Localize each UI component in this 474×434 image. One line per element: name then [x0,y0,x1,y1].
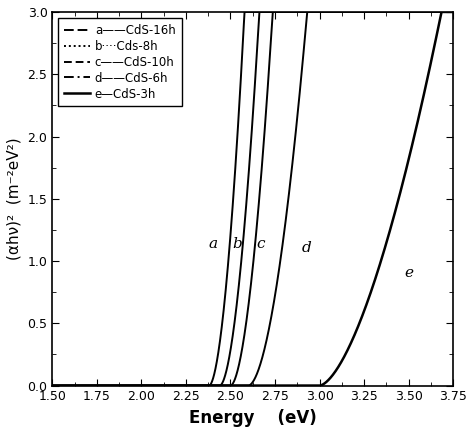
a——CdS-16h [120,383,126,388]
c——CdS-10h [49,383,55,388]
c——CdS-10h [120,383,126,388]
a——CdS-16h [49,383,55,388]
b····Cds-8h [49,383,55,388]
c——CdS-10h [224,383,230,388]
a——CdS-16h [242,10,247,15]
e—CdS-3h [459,10,465,15]
d——CdS-6h [49,383,55,388]
b····Cds-8h [451,10,457,15]
Line: e—CdS-3h: e—CdS-3h [52,12,462,386]
b····Cds-8h [459,10,465,15]
Text: e: e [404,266,413,280]
Text: c: c [256,237,265,251]
c——CdS-10h [96,383,102,388]
c——CdS-10h [459,10,465,15]
b····Cds-8h [224,365,230,370]
Line: a——CdS-16h: a——CdS-16h [52,12,462,386]
Text: d: d [302,241,312,255]
Text: a: a [208,237,217,251]
d——CdS-6h [407,10,413,15]
Legend: a——CdS-16h, b····Cds-8h, c——CdS-10h, d——CdS-6h, e—CdS-3h: a——CdS-16h, b····Cds-8h, c——CdS-10h, d——… [58,18,182,106]
b····Cds-8h [407,10,413,15]
a——CdS-16h [207,383,212,388]
c——CdS-10h [451,10,457,15]
b····Cds-8h [120,383,126,388]
Line: c——CdS-10h: c——CdS-10h [52,12,462,386]
b····Cds-8h [207,383,212,388]
c——CdS-10h [207,383,212,388]
d——CdS-6h [120,383,126,388]
X-axis label: Energy    (eV): Energy (eV) [189,409,317,427]
d——CdS-6h [224,383,230,388]
b····Cds-8h [256,10,262,15]
Line: b····Cds-8h: b····Cds-8h [52,12,462,386]
Text: b: b [233,237,243,251]
b····Cds-8h [96,383,102,388]
d——CdS-6h [459,10,465,15]
c——CdS-10h [407,10,413,15]
Line: d——CdS-6h: d——CdS-6h [52,12,462,386]
e—CdS-3h [407,152,413,157]
a——CdS-16h [96,383,102,388]
e—CdS-3h [439,10,445,15]
e—CdS-3h [96,383,102,388]
e—CdS-3h [49,383,55,388]
c——CdS-10h [270,10,276,15]
e—CdS-3h [451,10,457,15]
e—CdS-3h [224,383,230,388]
a——CdS-16h [224,271,230,276]
a——CdS-16h [407,10,413,15]
d——CdS-6h [304,10,310,15]
a——CdS-16h [459,10,465,15]
d——CdS-6h [96,383,102,388]
d——CdS-6h [451,10,457,15]
Y-axis label: (αhν)²  (m⁻²eV²): (αhν)² (m⁻²eV²) [7,138,22,260]
d——CdS-6h [207,383,212,388]
e—CdS-3h [207,383,212,388]
e—CdS-3h [120,383,126,388]
a——CdS-16h [451,10,457,15]
